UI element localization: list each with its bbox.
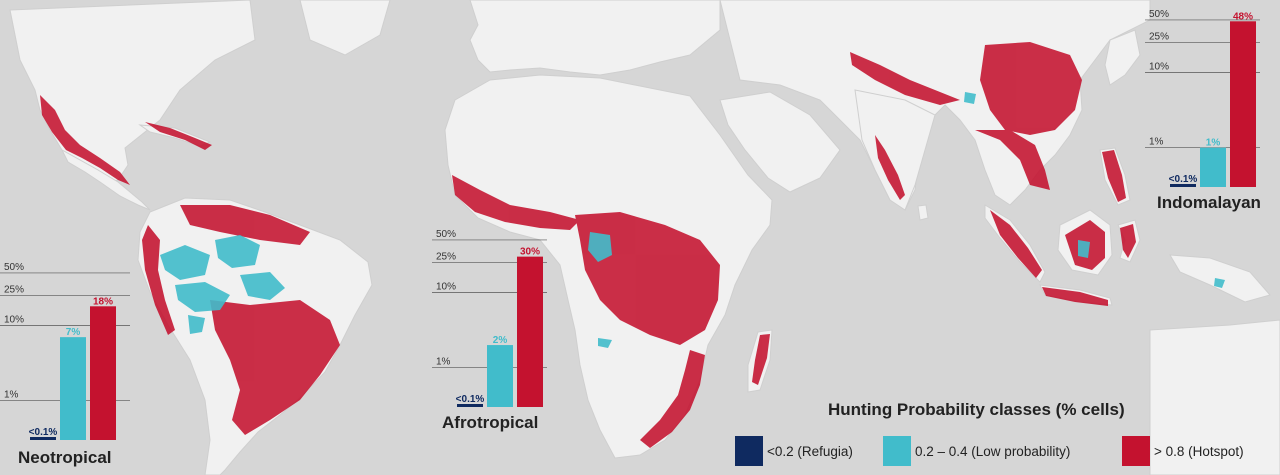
afrotropical-ytick-label-3: 50% [436, 229, 456, 240]
indomalayan-bars: <0.1% 1% 48% [1169, 11, 1256, 187]
legend-label-low: 0.2 – 0.4 (Low probability) [915, 443, 1071, 459]
hotspot-sumatra [990, 210, 1042, 278]
neotropical-ytick-label-0: 1% [4, 390, 19, 401]
hotspot-central-africa [575, 212, 720, 345]
japan [1104, 29, 1141, 86]
afrotropical-title: Afrotropical [442, 413, 539, 432]
indomalayan-title: Indomalayan [1157, 193, 1261, 212]
australia [1149, 319, 1280, 475]
hotspot-madagascar [752, 334, 770, 385]
indomalayan-bar-low [1200, 147, 1226, 187]
hotspot-mexico [40, 95, 130, 185]
hotspot-west-africa [452, 175, 580, 230]
hotspot-himalaya [850, 52, 960, 105]
central-america [60, 148, 151, 211]
hotspot-java [1042, 287, 1108, 306]
indomalayan-inset-chart: 1% 10% 25% 50% <0.1% 1% 48% [1145, 9, 1260, 187]
sri-lanka [917, 204, 929, 221]
hotspot-china [980, 42, 1082, 135]
indomalayan-ytick-label-1: 10% [1149, 62, 1169, 73]
neotropical-ytick-label-3: 50% [4, 262, 24, 273]
afrotropical-bar-label-hotspot: 30% [520, 247, 540, 258]
neotropical-title: Neotropical [18, 448, 112, 467]
afrotropical-ytick-label-0: 1% [436, 357, 451, 368]
india [854, 89, 936, 211]
arabian-peninsula [719, 91, 841, 193]
neotropical-gridlines: 1% 10% 25% 50% [0, 262, 130, 402]
hotspot-caribbean [145, 122, 212, 150]
indomalayan-bar-label-low: 1% [1206, 138, 1221, 149]
hotspot-philippines [1102, 150, 1126, 202]
low-probability-swatch [883, 436, 911, 466]
hotspot-amazon-north [180, 205, 310, 245]
low-amazon-1 [160, 245, 210, 280]
neotropical-bar-label-hotspot: 18% [93, 296, 113, 307]
indomalayan-ytick-label-0: 1% [1149, 137, 1164, 148]
neotropical-bar-hotspot [90, 306, 116, 440]
neotropical-ytick-label-2: 25% [4, 285, 24, 296]
hotspot-east-africa [640, 350, 705, 448]
afrotropical-bar-low [487, 345, 513, 407]
hotspot-india-west [875, 135, 905, 200]
low-myanmar [964, 92, 976, 104]
indomalayan-bar-hotspot [1230, 21, 1256, 187]
hotspot-andes [142, 225, 175, 335]
low-amazon-5 [188, 315, 205, 334]
indomalayan-bar-label-hotspot: 48% [1233, 11, 1253, 22]
neotropical-bar-low [60, 337, 86, 440]
low-amazon-2 [215, 235, 260, 268]
legend-label-refugia: <0.2 (Refugia) [767, 443, 853, 459]
neotropical-bar-label-refugia: <0.1% [29, 427, 58, 438]
low-probability-areas [160, 92, 1225, 348]
low-congo [588, 232, 612, 262]
afrotropical-inset-chart: 1% 10% 25% 50% <0.1% 2% 30% [432, 229, 547, 407]
legend-label-hotspot: > 0.8 (Hotspot) [1154, 443, 1244, 459]
afrotropical-bars: <0.1% 2% 30% [456, 247, 543, 407]
afrotropical-bar-refugia [457, 404, 483, 407]
hotspot-sulawesi [1120, 224, 1136, 258]
hotspot-swatch [1122, 436, 1150, 466]
afrotropical-ytick-label-1: 10% [436, 282, 456, 293]
afrotropical-ytick-label-2: 25% [436, 252, 456, 263]
afrotropical-bar-label-refugia: <0.1% [456, 394, 485, 405]
afrotropical-bar-label-low: 2% [493, 335, 508, 346]
low-amazon-3 [175, 282, 230, 312]
neotropical-bars: <0.1% 7% 18% [29, 296, 116, 440]
indomalayan-bar-refugia [1170, 184, 1196, 187]
legend-item-low: 0.2 – 0.4 (Low probability) [883, 436, 1070, 466]
neotropical-ytick-label-1: 10% [4, 315, 24, 326]
refugia-swatch [735, 436, 763, 466]
new-guinea [1169, 254, 1271, 303]
indomalayan-ytick-label-3: 50% [1149, 9, 1169, 20]
legend-item-hotspot: > 0.8 (Hotspot) [1122, 436, 1244, 466]
neotropical-inset-chart: 1% 10% 25% 50% <0.1% 7% 18% [0, 262, 130, 440]
legend-title: Hunting Probability classes (% cells) [828, 400, 1125, 419]
low-gabon [598, 338, 612, 348]
neotropical-bar-label-low: 7% [66, 327, 81, 338]
hotspot-areas [40, 42, 1136, 448]
low-amazon-4 [240, 272, 285, 300]
afrotropical-bar-hotspot [517, 256, 543, 407]
indomalayan-ytick-label-2: 25% [1149, 32, 1169, 43]
neotropical-bar-refugia [30, 437, 56, 440]
hotspot-indochina [975, 130, 1050, 190]
legend-item-refugia: <0.2 (Refugia) [735, 436, 853, 466]
greenland [299, 0, 391, 56]
hotspot-amazon-rim [210, 300, 340, 435]
low-borneo [1078, 240, 1090, 258]
indomalayan-bar-label-refugia: <0.1% [1169, 174, 1198, 185]
europe [469, 0, 721, 76]
low-newguinea [1214, 278, 1225, 288]
